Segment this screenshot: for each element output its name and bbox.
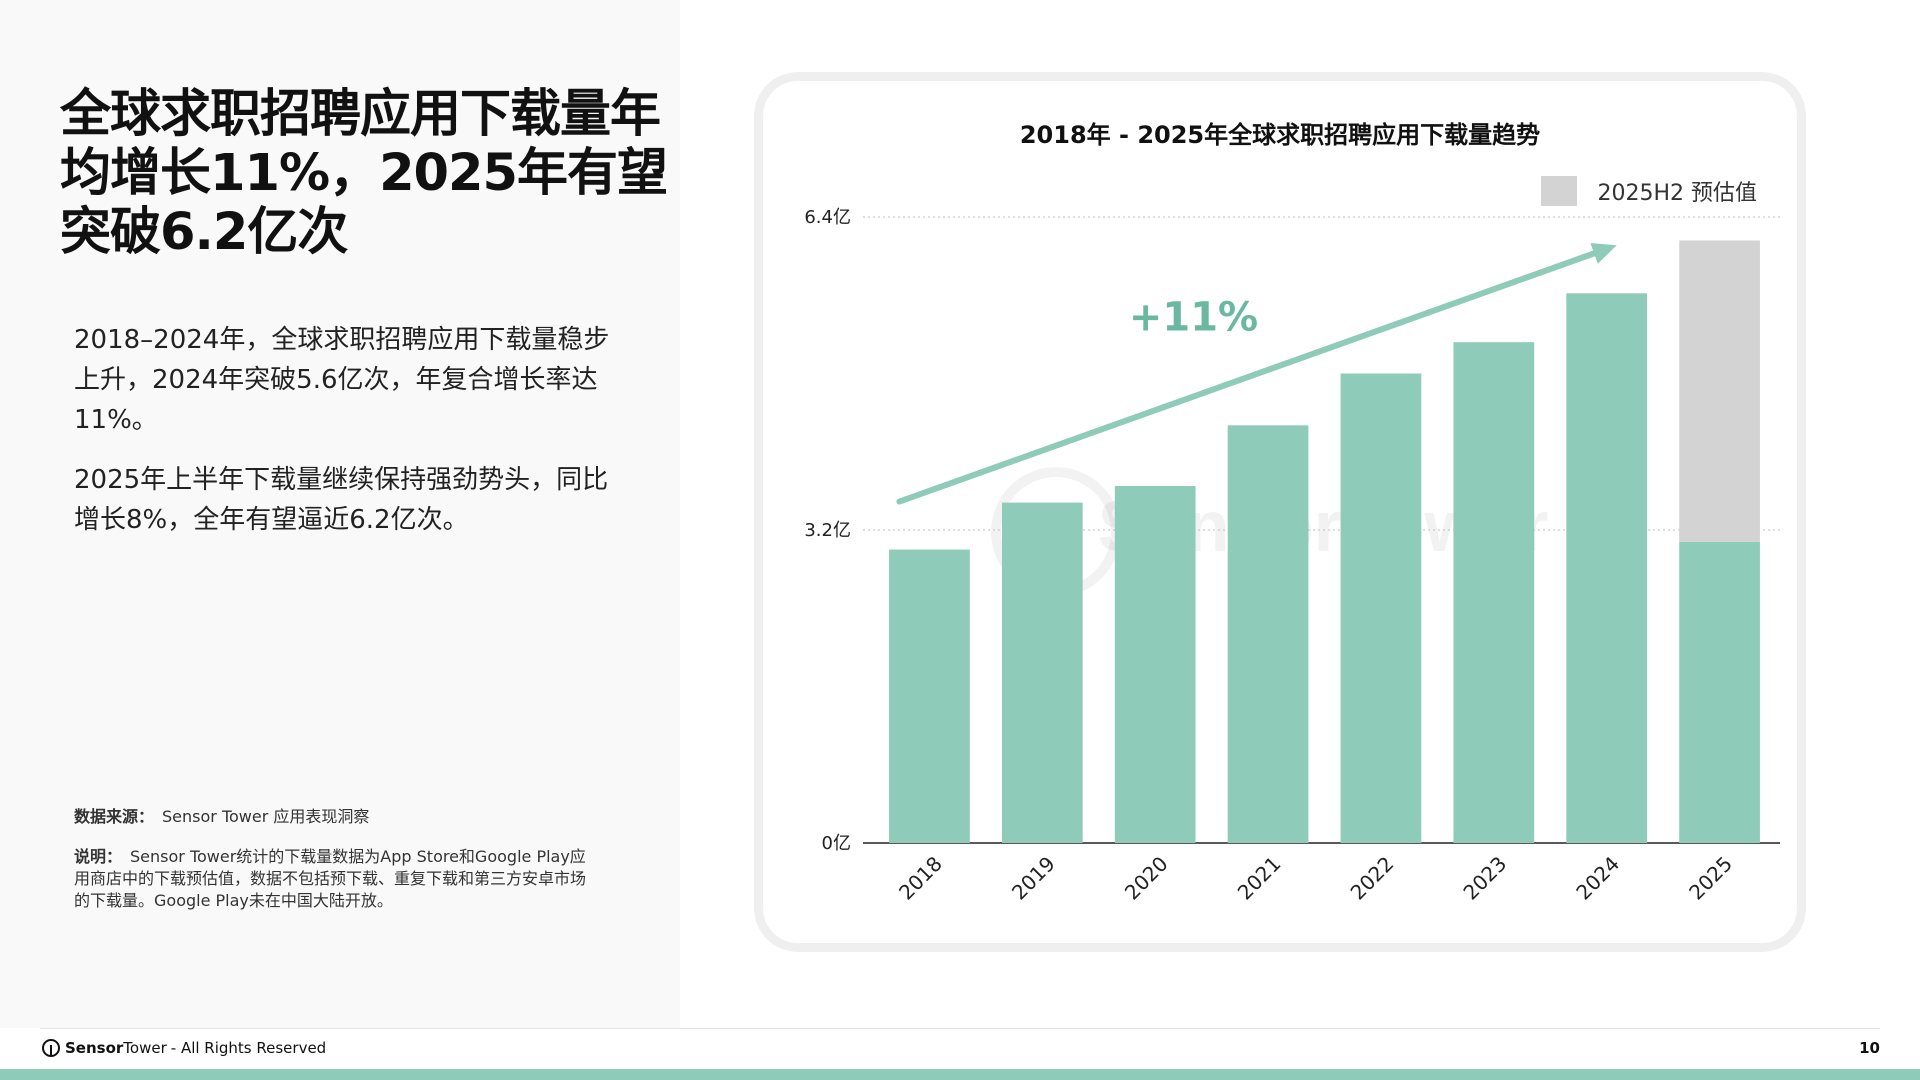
footnote: 说明： Sensor Tower统计的下载量数据为App Store和Google…: [74, 846, 594, 912]
trend-arrow-head-icon: [1590, 243, 1617, 264]
page-title: 全球求职招聘应用下载量年均增长11%，2025年有望突破6.2亿次: [60, 85, 668, 262]
footer-brand-bold: Sensor: [65, 1039, 124, 1057]
trend-arrow-line: [896, 250, 1598, 505]
summary-paragraph-2: 2025年上半年下载量继续保持强劲势头，同比增长8%，全年有望逼近6.2亿次。: [74, 465, 609, 535]
left-panel: [0, 0, 680, 1028]
footer-divider: [40, 1028, 1880, 1029]
footer-brand-regular: Tower: [123, 1039, 167, 1057]
bar-estimate-2025: [1679, 240, 1760, 542]
footnote-label: 说明：: [74, 847, 123, 866]
bar-2023: [1453, 342, 1535, 843]
summary-paragraph-1: 2018–2024年，全球求职招聘应用下载量稳步上升，2024年突破5.6亿次，…: [74, 325, 610, 435]
bar-2020: [1114, 485, 1196, 843]
legend-label-estimate: 2025H2 预估值: [1597, 181, 1757, 206]
bar-2022: [1340, 373, 1422, 843]
chart-title: 2018年 - 2025年全球求职招聘应用下载量趋势: [1019, 121, 1541, 149]
y-tick-label: 6.4亿: [804, 207, 851, 228]
x-tick-label: 2023: [1458, 852, 1511, 905]
data-source: 数据来源： Sensor Tower 应用表现洞察: [74, 803, 369, 827]
x-tick-label: 2021: [1233, 852, 1286, 905]
x-tick-label: 2025: [1684, 852, 1737, 905]
x-tick-label: 2024: [1571, 852, 1624, 905]
data-source-text: Sensor Tower 应用表现洞察: [162, 807, 370, 826]
x-tick-label: 2019: [1007, 852, 1060, 905]
page-number: 10: [1859, 1039, 1880, 1057]
y-tick-label: 0亿: [822, 833, 851, 854]
bar-2021: [1227, 425, 1309, 843]
bottom-accent-bar: [0, 1069, 1920, 1080]
chart-legend: 2025H2 预估值: [1541, 175, 1757, 207]
cagr-annotation: +11%: [1129, 294, 1258, 340]
bar-2025: [1679, 541, 1760, 843]
x-tick-label: 2018: [894, 852, 947, 905]
chart-card: 2018年 - 2025年全球求职招聘应用下载量趋势 2025H2 预估值 Se…: [754, 72, 1806, 952]
bar-2018: [889, 549, 970, 843]
y-tick-label: 3.2亿: [804, 520, 851, 541]
footer-rights: - All Rights Reserved: [170, 1039, 327, 1057]
legend-swatch-estimate: [1541, 176, 1578, 206]
footer-brand: Sensor Tower - All Rights Reserved: [42, 1039, 326, 1057]
footnote-text: Sensor Tower统计的下载量数据为App Store和Google Pl…: [74, 847, 587, 910]
bar-2024: [1566, 293, 1648, 843]
sensor-tower-logo-icon: [42, 1039, 60, 1057]
x-tick-label: 2022: [1346, 852, 1399, 905]
data-source-label: 数据来源：: [74, 807, 155, 826]
bar-2019: [1001, 502, 1083, 843]
x-tick-label: 2020: [1120, 852, 1173, 905]
